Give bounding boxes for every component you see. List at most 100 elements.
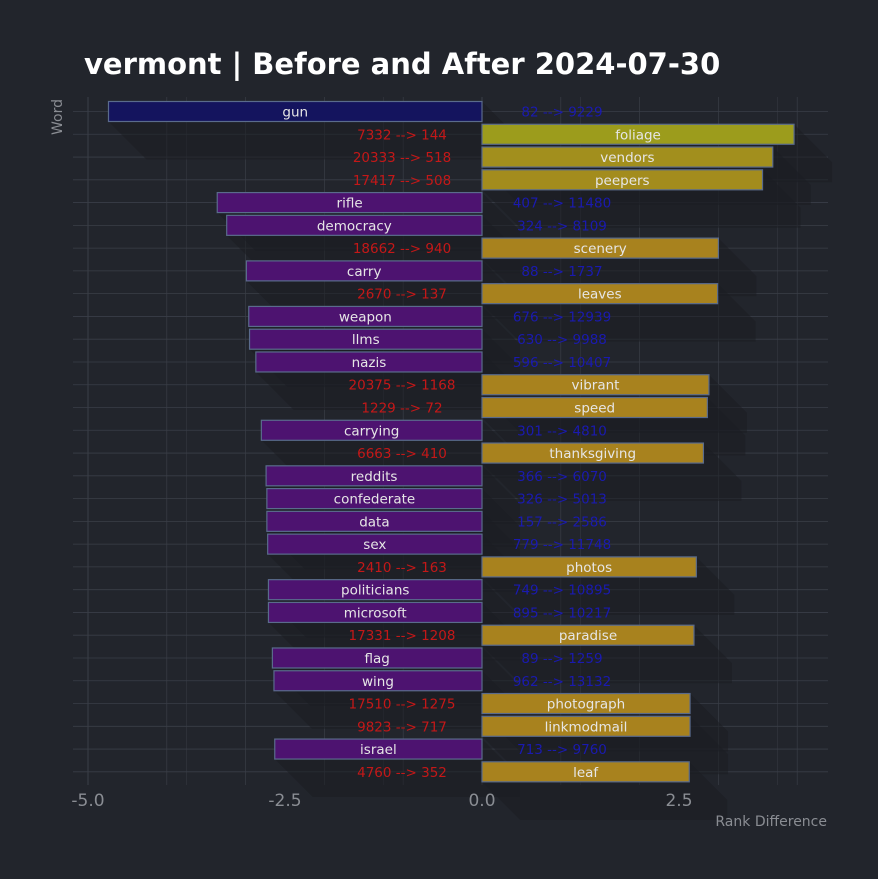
rank-change-label: 324 --> 8109 [517,218,607,234]
rank-change-label: 7332 --> 144 [357,127,447,143]
bar-photos [481,556,697,578]
rank-change-label: 4760 --> 352 [357,765,447,781]
bar-word-label: leaf [573,765,599,781]
bar-word-label: flag [365,651,390,667]
bar-reddits [265,465,483,487]
bar-word-label: carry [347,264,382,280]
x-tick-label: 0.0 [468,791,495,811]
rank-change-label: 89 --> 1259 [521,651,602,667]
bar-word-label: reddits [351,469,398,485]
bar-weapon [248,305,483,328]
rank-change-label: 895 --> 10217 [513,605,611,621]
bar-vendors [481,146,774,168]
bar-word-label: rifle [337,196,363,212]
bar-gun [107,100,483,123]
bar-paradise [481,624,695,646]
bar-word-label: politicians [341,583,409,599]
x-tick-label: -2.5 [268,791,301,811]
bar-speed [481,396,708,419]
rank-change-label: 366 --> 6070 [517,469,607,485]
bar-word-label: carrying [344,423,399,439]
bar-data [266,510,483,532]
bar-peepers [481,169,764,191]
rank-change-label: 2410 --> 163 [357,560,447,576]
bar-linkmodmail [481,715,691,737]
bars [107,100,795,783]
bar-word-label: speed [574,401,615,417]
rank-change-label: 157 --> 2586 [517,514,607,530]
bar-israel [274,738,483,760]
bar-thanksgiving [481,442,705,464]
rank-change-label: 326 --> 5013 [517,492,607,508]
bar-word-label: nazis [352,355,387,371]
bar-word-label: microsoft [344,605,407,621]
rank-change-label: 713 --> 9760 [517,742,607,758]
bar-word-label: leaves [578,287,622,303]
bar-word-label: vibrant [571,378,619,394]
bar-word-label: scenery [574,241,627,257]
bar-politicians [267,579,483,601]
rank-change-label: 2670 --> 137 [357,287,447,303]
rank-change-label: 18662 --> 940 [353,241,451,257]
y-axis-label: Word [50,99,66,135]
bar-llms [248,328,483,350]
rank-change-label: 17331 --> 1208 [349,628,456,644]
bar-word-label: data [359,514,389,530]
rank-change-label: 20333 --> 518 [353,150,451,166]
rank-change-label: 20375 --> 1168 [349,378,456,394]
bar-labels: gun 82 --> 9229 foliage 7332 --> 144 vendors… [282,105,660,781]
bar-word-label: linkmodmail [545,719,628,735]
rank-change-label: 17417 --> 508 [353,173,451,189]
rank-change-label: 6663 --> 410 [357,446,447,462]
rank-change-label: 82 --> 9229 [521,105,602,121]
rank-change-label: 779 --> 11748 [513,537,611,553]
bar-word-label: vendors [600,150,654,166]
rank-change-label: 630 --> 9988 [517,332,607,348]
rank-change-label: 749 --> 10895 [513,583,611,599]
x-tick-label: -5.0 [71,791,104,811]
bar-scenery [481,237,719,259]
bar-confederate [266,487,483,510]
bar-word-label: weapon [339,309,392,325]
bar-democracy [226,214,483,236]
bar-microsoft [267,601,483,624]
rank-change-label: 1229 --> 72 [361,401,442,417]
bar-word-label: wing [362,674,394,690]
rank-change-label: 88 --> 1737 [521,264,602,280]
rank-change-label: 301 --> 4810 [517,423,607,439]
rank-change-label: 962 --> 13132 [513,674,611,690]
bar-photograph [481,692,691,715]
x-tick-label: 2.5 [665,791,692,811]
bar-carry [245,260,483,282]
bar-foliage [481,123,795,145]
x-axis-label: Rank Difference [715,814,827,830]
x-axis-ticks: -5.0 -2.5 0.0 2.5 [71,791,692,811]
bar-sex [267,533,483,555]
bar-word-label: confederate [334,492,416,508]
bar-carrying [260,419,483,441]
bar-nazis [255,351,483,373]
rank-change-label: 17510 --> 1275 [349,697,456,713]
bar-word-label: israel [360,742,397,758]
rank-change-label: 676 --> 12939 [513,309,611,325]
bar-leaf [481,761,690,783]
bar-word-label: gun [282,105,308,121]
rank-change-label: 9823 --> 717 [357,719,447,735]
rank-change-label: 407 --> 11480 [513,196,611,212]
rank-change-label: 596 --> 10407 [513,355,611,371]
bar-word-label: peepers [595,173,650,189]
chart-title: vermont | Before and After 2024-07-30 [84,47,720,81]
bar-word-label: photos [566,560,612,576]
bar-word-label: thanksgiving [549,446,636,462]
bar-word-label: photograph [547,697,625,713]
bar-leaves [481,283,719,305]
bar-word-label: paradise [559,628,617,644]
bar-rifle [216,191,483,214]
bar-wing [273,670,483,692]
bar-word-label: foliage [615,127,661,143]
bar-flag [271,647,483,669]
bar-word-label: llms [352,332,380,348]
bar-vibrant [481,374,710,396]
bar-word-label: democracy [317,218,392,234]
